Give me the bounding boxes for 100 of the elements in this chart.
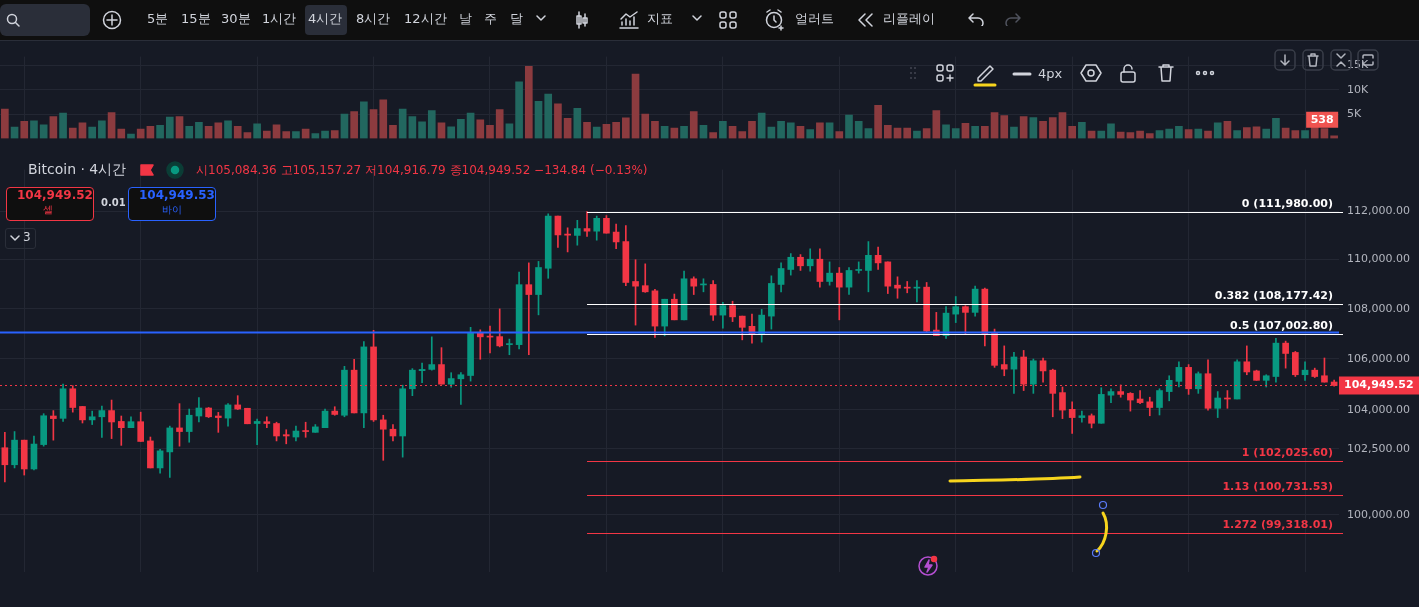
text: 30분 [221, 11, 251, 27]
data-label: 538 [1310, 112, 1334, 126]
y-tick-label: 15K [1347, 58, 1369, 72]
candlestick [214, 412, 222, 433]
bar [971, 125, 979, 139]
bar [98, 120, 106, 139]
bar [524, 66, 533, 139]
bar [369, 109, 378, 139]
bar [292, 131, 300, 139]
annotation: 104,949.53 [139, 188, 215, 203]
bar [689, 111, 698, 139]
bar [263, 130, 271, 139]
bar [631, 73, 640, 139]
bar [1194, 128, 1203, 139]
bar [1048, 117, 1057, 139]
bar [719, 121, 727, 139]
bar [350, 111, 358, 139]
bar [1145, 133, 1154, 139]
bar [1010, 126, 1018, 139]
y-tick-label: 112,000.00 [1347, 204, 1410, 218]
candlestick [379, 414, 387, 461]
candlestick [98, 405, 106, 438]
bar [78, 122, 87, 139]
bar [835, 131, 844, 139]
bar [175, 116, 184, 139]
bar [951, 128, 960, 139]
bar [942, 124, 950, 139]
bar [922, 128, 931, 139]
bar [20, 121, 29, 139]
bar [39, 124, 48, 139]
bar [195, 122, 203, 139]
bar [1262, 128, 1271, 139]
bar [612, 122, 620, 139]
bar [136, 128, 145, 139]
candlestick [525, 262, 533, 356]
bar [1107, 123, 1115, 139]
bar [641, 113, 650, 139]
bar [1165, 128, 1174, 139]
bar [505, 123, 514, 139]
text: 리플레이 [883, 11, 935, 27]
bar [1175, 125, 1183, 139]
bar [1252, 126, 1261, 139]
bar [1291, 130, 1300, 139]
annotation: 바이 [162, 204, 182, 216]
candlestick [117, 415, 125, 446]
bar [457, 119, 465, 139]
text: 4시간 [308, 11, 343, 27]
bar [224, 120, 232, 139]
bar [544, 93, 553, 139]
bar [806, 129, 815, 139]
bar [651, 121, 659, 139]
bar [1078, 122, 1086, 139]
bar [738, 131, 747, 139]
bar [515, 81, 523, 139]
bar [981, 125, 989, 139]
bar [282, 131, 291, 139]
bar [1136, 130, 1144, 139]
text: 얼러트 [795, 11, 834, 27]
bar [1019, 116, 1028, 139]
bar [816, 122, 824, 139]
y-tick-label: 108,000.00 [1347, 301, 1410, 315]
text: 날 [459, 11, 472, 27]
bar [786, 122, 795, 139]
y-tick-label: 104,000.00 [1347, 402, 1410, 416]
bar [156, 124, 164, 139]
bar [874, 104, 882, 139]
bar [883, 124, 892, 139]
bar [709, 132, 717, 139]
bar [1029, 117, 1038, 139]
bar [622, 117, 630, 139]
bar [1058, 112, 1067, 139]
bar [554, 103, 562, 139]
bar [117, 128, 126, 139]
annotation: 시105,084.36 고105,157.27 저104,916.79 종104,949.52 −134.84 (−0.13%) [196, 163, 648, 178]
bar [30, 120, 38, 139]
bar [1116, 131, 1125, 139]
bar [1204, 130, 1212, 139]
chart-title: Bitcoin · 4시간 [28, 161, 127, 178]
bar [1000, 115, 1009, 139]
annotation: 셀 [43, 204, 53, 216]
bar [563, 118, 572, 139]
bar [592, 126, 601, 139]
candlestick [263, 416, 271, 428]
text: 12시간 [404, 11, 447, 27]
bar [777, 121, 785, 139]
ref-line-label: 0 (111,980.00) [1241, 196, 1334, 210]
text: 1시간 [262, 11, 297, 27]
bar [748, 121, 756, 139]
y-tick-label: 100,000.00 [1347, 507, 1410, 521]
bar [165, 116, 174, 139]
bar [573, 107, 582, 139]
text: 8시간 [356, 11, 391, 27]
bar [1330, 135, 1338, 139]
bar [1068, 125, 1076, 139]
candlestick [1078, 410, 1086, 423]
candlestick [641, 263, 649, 293]
bar [583, 122, 591, 139]
bar [854, 121, 863, 139]
bar [1, 108, 9, 139]
candlestick [253, 418, 261, 445]
